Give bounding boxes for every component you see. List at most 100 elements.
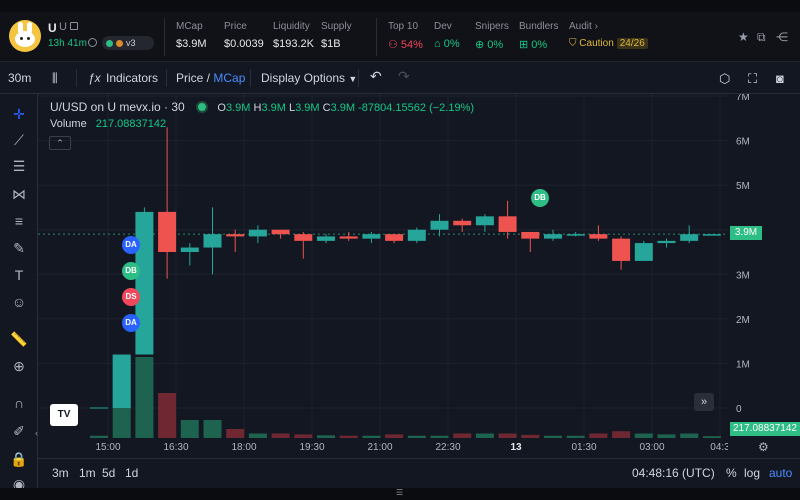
ohlc-change: -87804.15562 (−2.19%) <box>358 102 475 114</box>
camera-icon[interactable]: ◙ <box>776 71 784 86</box>
time-axis[interactable]: 15:00 16:30 18:00 19:30 21:00 22:30 13 01:30 03:… <box>38 438 800 456</box>
lock-icon[interactable]: 🔒 <box>10 451 28 467</box>
marker-da[interactable]: DA <box>122 314 140 332</box>
indicators-icon[interactable]: ƒx <box>88 71 101 85</box>
divider <box>250 69 251 87</box>
volume-bar <box>158 393 177 438</box>
volume-bar <box>453 433 472 438</box>
ohlc-l: 3.9M <box>295 102 320 114</box>
undo-icon[interactable]: ↶ <box>370 68 382 84</box>
collapse-legend-button[interactable]: ⌃ <box>49 136 71 150</box>
candle-body <box>294 234 313 241</box>
caution-status[interactable]: ⛉ Caution 24/26 <box>569 38 648 49</box>
mcap-option[interactable]: MCap <box>213 71 246 85</box>
candle-body <box>248 229 267 237</box>
share-icon[interactable]: ⋲ <box>776 30 788 44</box>
marker-da[interactable]: DA <box>122 236 140 254</box>
time-tick-label: 16:30 <box>163 442 188 453</box>
bottom-strip: ☰ <box>0 488 800 500</box>
ruler-tool-icon[interactable]: 📏 <box>10 331 28 347</box>
stat-label-price: Price <box>224 21 247 32</box>
risk-label-dev: Dev <box>434 21 452 32</box>
volume-bar <box>612 431 631 438</box>
zoom-in-tool-icon[interactable]: ⊕ <box>13 358 25 374</box>
marker-db[interactable]: DB <box>122 262 140 280</box>
axis-settings-icon[interactable]: ⚙ <box>758 440 769 454</box>
candle-body <box>521 231 540 239</box>
token-name: U <box>48 21 57 35</box>
risk-value-top10-text: 54% <box>400 39 423 51</box>
percent-toggle[interactable]: % <box>726 466 737 480</box>
range-1m[interactable]: 1m <box>79 466 96 480</box>
time-tick-label: 01:30 <box>571 442 596 453</box>
indicators-button[interactable]: Indicators <box>106 71 159 85</box>
candle-body <box>180 247 199 252</box>
redo-icon[interactable]: ↷ <box>398 68 410 84</box>
caution-label: Caution <box>579 38 614 49</box>
resize-handle-icon[interactable]: ☰ <box>396 488 404 497</box>
risk-value-top10: ⚇ 54% <box>388 38 423 51</box>
utc-clock[interactable]: 04:48:16 (UTC) <box>632 466 715 480</box>
marker-ds[interactable]: DS <box>122 288 140 306</box>
range-5d[interactable]: 5d <box>102 466 116 480</box>
dex-version: v3 <box>126 38 136 48</box>
text-tool-icon[interactable]: T <box>14 267 24 283</box>
dex-pill[interactable]: v3 <box>102 36 154 50</box>
candle-body <box>566 234 585 236</box>
time-tick-label: 03:00 <box>639 442 664 453</box>
candle-type-icon[interactable]: ⫼ <box>52 71 58 85</box>
emoji-tool-icon[interactable]: ☺ <box>11 294 27 310</box>
horizontal-lines-tool-icon[interactable]: ☰ <box>12 158 26 174</box>
range-3m[interactable]: 3m <box>52 466 69 480</box>
divider <box>166 69 167 87</box>
volume-bar <box>90 435 108 438</box>
candlestick-chart[interactable] <box>38 94 728 438</box>
pattern-tool-icon[interactable]: ⋈ <box>12 186 26 202</box>
brush-tool-icon[interactable]: ✎ <box>13 240 25 256</box>
chart-area[interactable] <box>38 94 728 438</box>
chevron-right-icon: › <box>594 21 598 32</box>
risk-label-top10: Top 10 <box>388 21 419 32</box>
candle-body <box>430 220 449 230</box>
share-image-icon[interactable]: ⧉ <box>757 30 766 44</box>
dex-logo-icon <box>106 40 113 47</box>
fib-tool-icon[interactable]: ≡ <box>14 213 24 229</box>
search-icon[interactable] <box>88 38 97 47</box>
crosshair-tool-icon[interactable]: ✛ <box>13 106 25 122</box>
volume-bar <box>475 433 494 438</box>
lock-drawing-tool-icon[interactable]: ✐ <box>13 423 25 439</box>
candle-body <box>589 234 608 239</box>
trendline-tool-icon[interactable]: ⟋ <box>14 132 24 148</box>
display-options-button[interactable]: Display Options ▼ <box>261 71 357 85</box>
price-option[interactable]: Price <box>176 71 204 85</box>
price-mcap-toggle[interactable]: Price / MCap <box>176 71 245 85</box>
chart-legend: U/USD on U mevx.io · 30 O3.9M H3.9M L3.9… <box>50 100 474 114</box>
marker-db[interactable]: DB <box>531 189 549 207</box>
volume-bar <box>407 435 426 438</box>
token-age: 13h 41m <box>48 38 87 49</box>
audit-link[interactable]: Audit › <box>569 21 598 32</box>
price-tick-label: 6M <box>736 137 750 148</box>
range-1d[interactable]: 1d <box>125 466 139 480</box>
token-avatar[interactable] <box>9 20 41 52</box>
settings-hex-icon[interactable]: ⬡ <box>719 71 731 86</box>
user-icon: ⚇ <box>388 39 401 51</box>
volume-bar <box>362 435 381 438</box>
avatar-eye-icon <box>27 37 30 40</box>
scroll-to-realtime-button[interactable]: » <box>694 393 714 411</box>
star-icon[interactable]: ★ <box>738 30 749 44</box>
stat-value-price: $0.0039 <box>224 38 264 50</box>
volume-bar <box>317 435 335 438</box>
magnet-tool-icon[interactable]: ∩ <box>13 395 25 411</box>
price-axis[interactable]: 7M6M5M4M3M2M1M0 <box>728 92 800 438</box>
collapse-toolbar-icon[interactable]: ‹ <box>35 428 38 438</box>
fullscreen-icon[interactable]: ⛶ <box>748 71 758 86</box>
interval-button[interactable]: 30m <box>8 71 32 85</box>
current-price-tag: 3.9M <box>730 226 762 240</box>
copy-icon[interactable] <box>70 22 78 30</box>
price-tick-label: 7M <box>736 94 750 103</box>
bottom-bar: 3m 1m 5d 1d 04:48:16 (UTC) % log auto <box>38 458 800 486</box>
volume-bar <box>680 433 699 438</box>
auto-toggle[interactable]: auto <box>769 466 793 480</box>
log-toggle[interactable]: log <box>744 466 761 480</box>
